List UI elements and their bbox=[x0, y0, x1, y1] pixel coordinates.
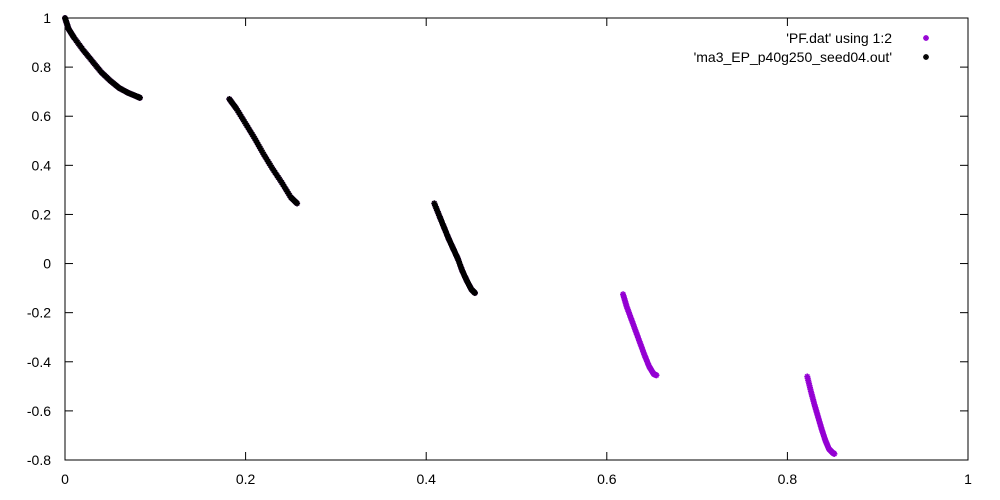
y-tick-label: 0.2 bbox=[32, 206, 52, 222]
legend-label: 'PF.dat' using 1:2 bbox=[786, 30, 892, 46]
legend: 'PF.dat' using 1:2 'ma3_EP_p40g250_seed04… bbox=[694, 30, 929, 65]
axis-tick-labels: 0 0.2 0.4 0.6 0.8 1 1 0.8 0.6 0.4 0.2 0 -0.2 -0.4 -0.6… bbox=[27, 10, 972, 487]
y-tick-label: -0.2 bbox=[27, 305, 51, 321]
y-tick-label: -0.6 bbox=[27, 403, 51, 419]
x-tick-label: 0.4 bbox=[416, 471, 436, 487]
x-tick-label: 0.6 bbox=[597, 471, 617, 487]
x-tick-label: 0.2 bbox=[236, 471, 256, 487]
data-point bbox=[831, 450, 838, 457]
y-tick-label: 0.8 bbox=[32, 59, 52, 75]
data-point bbox=[653, 372, 660, 379]
data-point bbox=[294, 200, 301, 207]
series-1 bbox=[62, 15, 478, 297]
data-point bbox=[471, 290, 478, 297]
y-tick-label: 0 bbox=[43, 256, 51, 272]
plot-frame bbox=[64, 17, 969, 461]
y-tick-label: -0.8 bbox=[27, 452, 51, 468]
y-tick-label: -0.4 bbox=[27, 354, 51, 370]
x-tick-label: 1 bbox=[964, 471, 972, 487]
data-points bbox=[62, 15, 838, 457]
legend-marker bbox=[923, 54, 929, 60]
data-point bbox=[136, 94, 143, 101]
x-tick-label: 0.8 bbox=[778, 471, 798, 487]
y-tick-label: 0.6 bbox=[32, 108, 52, 124]
x-tick-label: 0 bbox=[61, 471, 69, 487]
axis-ticks bbox=[64, 17, 969, 461]
y-tick-label: 0.4 bbox=[32, 157, 52, 173]
legend-label: 'ma3_EP_p40g250_seed04.out' bbox=[694, 49, 892, 65]
legend-marker bbox=[923, 35, 929, 41]
y-tick-label: 1 bbox=[43, 10, 51, 26]
